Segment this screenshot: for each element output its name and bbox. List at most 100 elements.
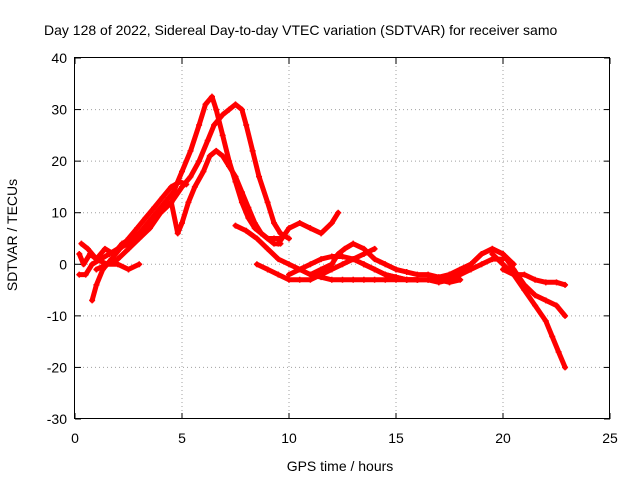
data-point-marker xyxy=(328,276,335,283)
data-point-marker xyxy=(328,266,335,273)
series-line-arc-3 xyxy=(93,148,283,272)
data-point-marker xyxy=(142,214,149,221)
data-point-marker xyxy=(521,287,528,294)
data-point-marker xyxy=(328,261,335,268)
data-point-marker xyxy=(360,261,367,268)
series-line-arc-8 xyxy=(307,241,517,280)
data-point-marker xyxy=(542,297,549,304)
data-point-marker xyxy=(253,235,260,242)
data-point-marker xyxy=(555,348,562,355)
data-point-marker xyxy=(238,189,245,196)
data-point-marker xyxy=(93,256,100,263)
data-point-marker xyxy=(258,230,265,237)
data-point-marker xyxy=(414,271,421,278)
data-point-marker xyxy=(446,271,453,278)
x-tick-label: 5 xyxy=(178,430,186,446)
x-axis-label: GPS time / hours xyxy=(287,458,394,474)
data-point-marker xyxy=(339,276,346,283)
data-point-marker xyxy=(174,230,181,237)
data-point-marker xyxy=(108,256,115,263)
data-point-marker xyxy=(382,271,389,278)
data-point-marker xyxy=(116,245,123,252)
data-point-marker xyxy=(264,245,271,252)
data-point-marker xyxy=(187,173,194,180)
data-point-marker xyxy=(371,276,378,283)
data-point-marker xyxy=(238,106,245,113)
data-point-marker xyxy=(187,147,194,154)
y-tick-label: 30 xyxy=(51,102,67,118)
data-point-marker xyxy=(286,276,292,283)
data-point-marker xyxy=(341,245,348,252)
data-point-marker xyxy=(403,276,410,283)
data-point-marker xyxy=(425,276,432,283)
data-point-marker xyxy=(213,147,220,154)
data-point-marker xyxy=(562,281,569,288)
data-point-marker xyxy=(134,225,141,232)
data-point-marker xyxy=(542,318,549,325)
grid-lines xyxy=(75,58,610,419)
data-point-marker xyxy=(275,256,282,263)
data-point-marker xyxy=(318,256,325,263)
data-point-marker xyxy=(562,364,569,371)
data-point-marker xyxy=(371,266,378,273)
data-point-marker xyxy=(307,225,314,232)
data-point-marker xyxy=(136,235,143,242)
data-point-marker xyxy=(176,178,183,185)
data-point-marker xyxy=(286,261,292,268)
data-point-marker xyxy=(339,261,346,268)
data-point-marker xyxy=(219,111,226,118)
data-point-marker xyxy=(200,168,207,175)
data-point-marker xyxy=(467,266,474,273)
data-point-marker xyxy=(553,302,560,309)
data-point-marker xyxy=(457,276,464,283)
y-tick-label: -30 xyxy=(47,411,67,427)
data-point-marker xyxy=(76,250,83,257)
data-point-marker xyxy=(296,276,303,283)
data-point-marker xyxy=(553,279,560,286)
data-point-marker xyxy=(382,276,389,283)
data-point-marker xyxy=(318,230,325,237)
data-point-marker xyxy=(335,250,342,257)
data-point-marker xyxy=(89,297,96,304)
data-point-marker xyxy=(532,302,539,309)
data-point-marker xyxy=(168,199,175,206)
x-tick-label: 10 xyxy=(281,430,297,446)
data-point-marker xyxy=(232,173,239,180)
data-point-marker xyxy=(457,266,464,273)
series-group xyxy=(76,93,569,371)
data-point-marker xyxy=(275,240,282,247)
y-tick-label: -10 xyxy=(47,308,67,324)
data-point-marker xyxy=(125,235,132,242)
ticks: 0 5 10 15 20 25 -30 -20 -10 0 10 20 30 40 xyxy=(47,50,618,446)
data-point-marker xyxy=(183,181,190,188)
data-point-marker xyxy=(114,256,121,263)
data-point-marker xyxy=(76,271,83,278)
y-tick-label: 0 xyxy=(59,256,67,272)
data-point-marker xyxy=(446,276,453,283)
data-point-marker xyxy=(328,220,335,227)
data-point-marker xyxy=(489,250,496,257)
data-point-marker xyxy=(208,93,215,100)
data-point-marker xyxy=(489,245,496,252)
data-point-marker xyxy=(219,132,226,139)
data-point-marker xyxy=(219,152,226,159)
data-point-marker xyxy=(78,240,85,247)
data-point-marker xyxy=(202,101,209,108)
data-point-marker xyxy=(251,220,258,227)
data-point-marker xyxy=(403,269,410,276)
data-point-marker xyxy=(161,199,168,206)
data-point-marker xyxy=(318,271,325,278)
y-tick-label: 10 xyxy=(51,205,67,221)
data-point-marker xyxy=(393,266,399,273)
data-point-marker xyxy=(339,253,346,260)
data-point-marker xyxy=(286,271,292,278)
data-point-marker xyxy=(99,266,106,273)
data-point-marker xyxy=(296,266,303,273)
data-point-marker xyxy=(435,276,442,283)
data-point-marker xyxy=(256,173,263,180)
data-point-marker xyxy=(521,271,528,278)
data-point-marker xyxy=(382,261,389,268)
data-point-marker xyxy=(114,261,121,268)
data-point-marker xyxy=(146,225,153,232)
data-point-marker xyxy=(286,225,292,232)
